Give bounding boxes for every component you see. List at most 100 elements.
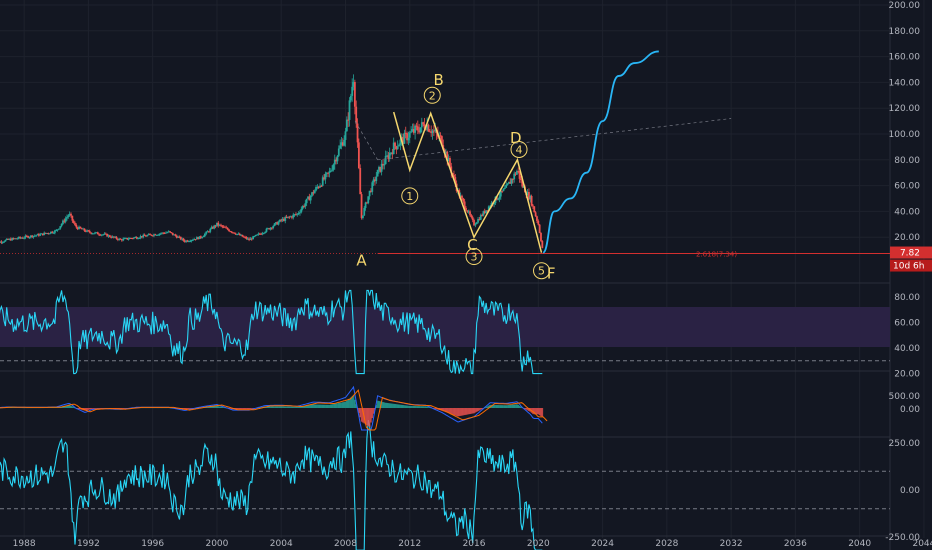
macd-histogram-bar [102,408,104,409]
candle-body [130,237,133,239]
candle-body [195,237,198,240]
macd-histogram-bar [63,405,66,408]
candle-body [62,220,64,224]
candle-body [242,236,245,238]
macd-histogram-bar [362,408,364,423]
candle-body [320,185,323,187]
candle-body [126,237,129,240]
macd-histogram-bar [372,408,375,414]
macd-histogram-bar [312,404,315,408]
macd-histogram-bar [457,408,459,417]
macd-histogram-bar [331,404,333,408]
candle-body [387,155,390,159]
candle-body [131,238,134,240]
candle-body [446,151,449,162]
candle-body [173,234,176,236]
macd-histogram-bar [414,406,416,408]
candle-body [292,214,295,218]
macd-histogram-bar [344,401,347,408]
candle-body [331,169,334,171]
macd-histogram-bar [208,406,210,408]
candle-body [221,225,224,227]
candle-body [300,208,303,213]
macd-histogram-bar [337,403,340,408]
candle-body [213,225,216,229]
candle-body [499,190,502,197]
candle-body [332,164,335,170]
candle-body [120,239,123,241]
price-tick-label: 20.00 [894,233,920,243]
macd-histogram-bar [350,397,352,408]
candle-body [471,217,474,220]
candle-body [111,236,114,238]
macd-histogram-bar [212,406,214,408]
candle-body [68,213,71,216]
candle-body [490,202,493,207]
candle-body [506,183,509,186]
candle-body [505,185,508,188]
candle-body [428,131,431,133]
macd-histogram-bar [459,408,462,416]
rsi-tick-label: 20.00 [894,370,920,380]
candle-body [408,132,411,138]
macd-histogram-bar [185,408,187,410]
candle-body [264,231,267,233]
macd-histogram-bar [328,404,331,408]
candle-body [79,226,82,229]
time-label: 1996 [141,539,164,549]
candle-body [217,222,220,226]
macd-histogram-bar [526,408,529,411]
fib-level-label: 2.618(7.34) [696,251,737,259]
candle-body [319,185,321,188]
candle-body [291,216,293,218]
macd-histogram-bar [88,408,91,410]
macd-histogram-bar [465,408,467,415]
macd-histogram-bar [66,405,68,408]
candle-body [228,229,230,232]
macd-histogram-bar [396,404,399,408]
macd-histogram-bar [487,405,490,408]
macd-histogram-bar [489,404,491,408]
time-label: 2000 [205,539,228,549]
candle-body [289,216,292,218]
candle-body [453,174,455,178]
macd-histogram-bar [224,407,226,409]
macd-histogram-bar [23,407,25,409]
candle-body [336,155,339,162]
candle-body [94,232,97,234]
macd-histogram-bar [352,395,355,408]
candle-body [201,237,204,239]
macd-histogram-bar [380,401,383,408]
macd-histogram-bar [244,408,246,410]
candle-body [378,166,380,170]
macd-histogram-bar [342,402,344,408]
macd-histogram-bar [347,399,349,408]
macd-histogram-bar [222,407,225,408]
macd-histogram-bar [279,406,281,408]
macd-histogram-bar [287,406,289,408]
candle-body [45,233,48,235]
cci-line [0,419,543,550]
macd-histogram-bar [534,408,537,415]
wave-number-3: 3 [471,251,478,264]
candle-body [509,181,512,184]
wave-number-5: 5 [538,265,545,278]
macd-histogram-bar [283,406,285,408]
candle-body [371,182,374,192]
candle-body [364,202,367,208]
macd-histogram-bar [276,406,279,408]
macd-histogram-bar [296,406,299,408]
macd-histogram-bar [493,404,495,408]
candle-body [311,192,313,196]
candle-body [208,231,210,233]
candle-body [248,238,250,241]
macd-histogram-bar [68,405,71,408]
candle-body [466,210,469,213]
candle-body [31,235,34,238]
candle-body [165,232,167,234]
candle-body [280,219,283,221]
macd-histogram-bar [540,408,542,417]
candle-body [214,225,217,227]
candle-body [419,127,422,133]
